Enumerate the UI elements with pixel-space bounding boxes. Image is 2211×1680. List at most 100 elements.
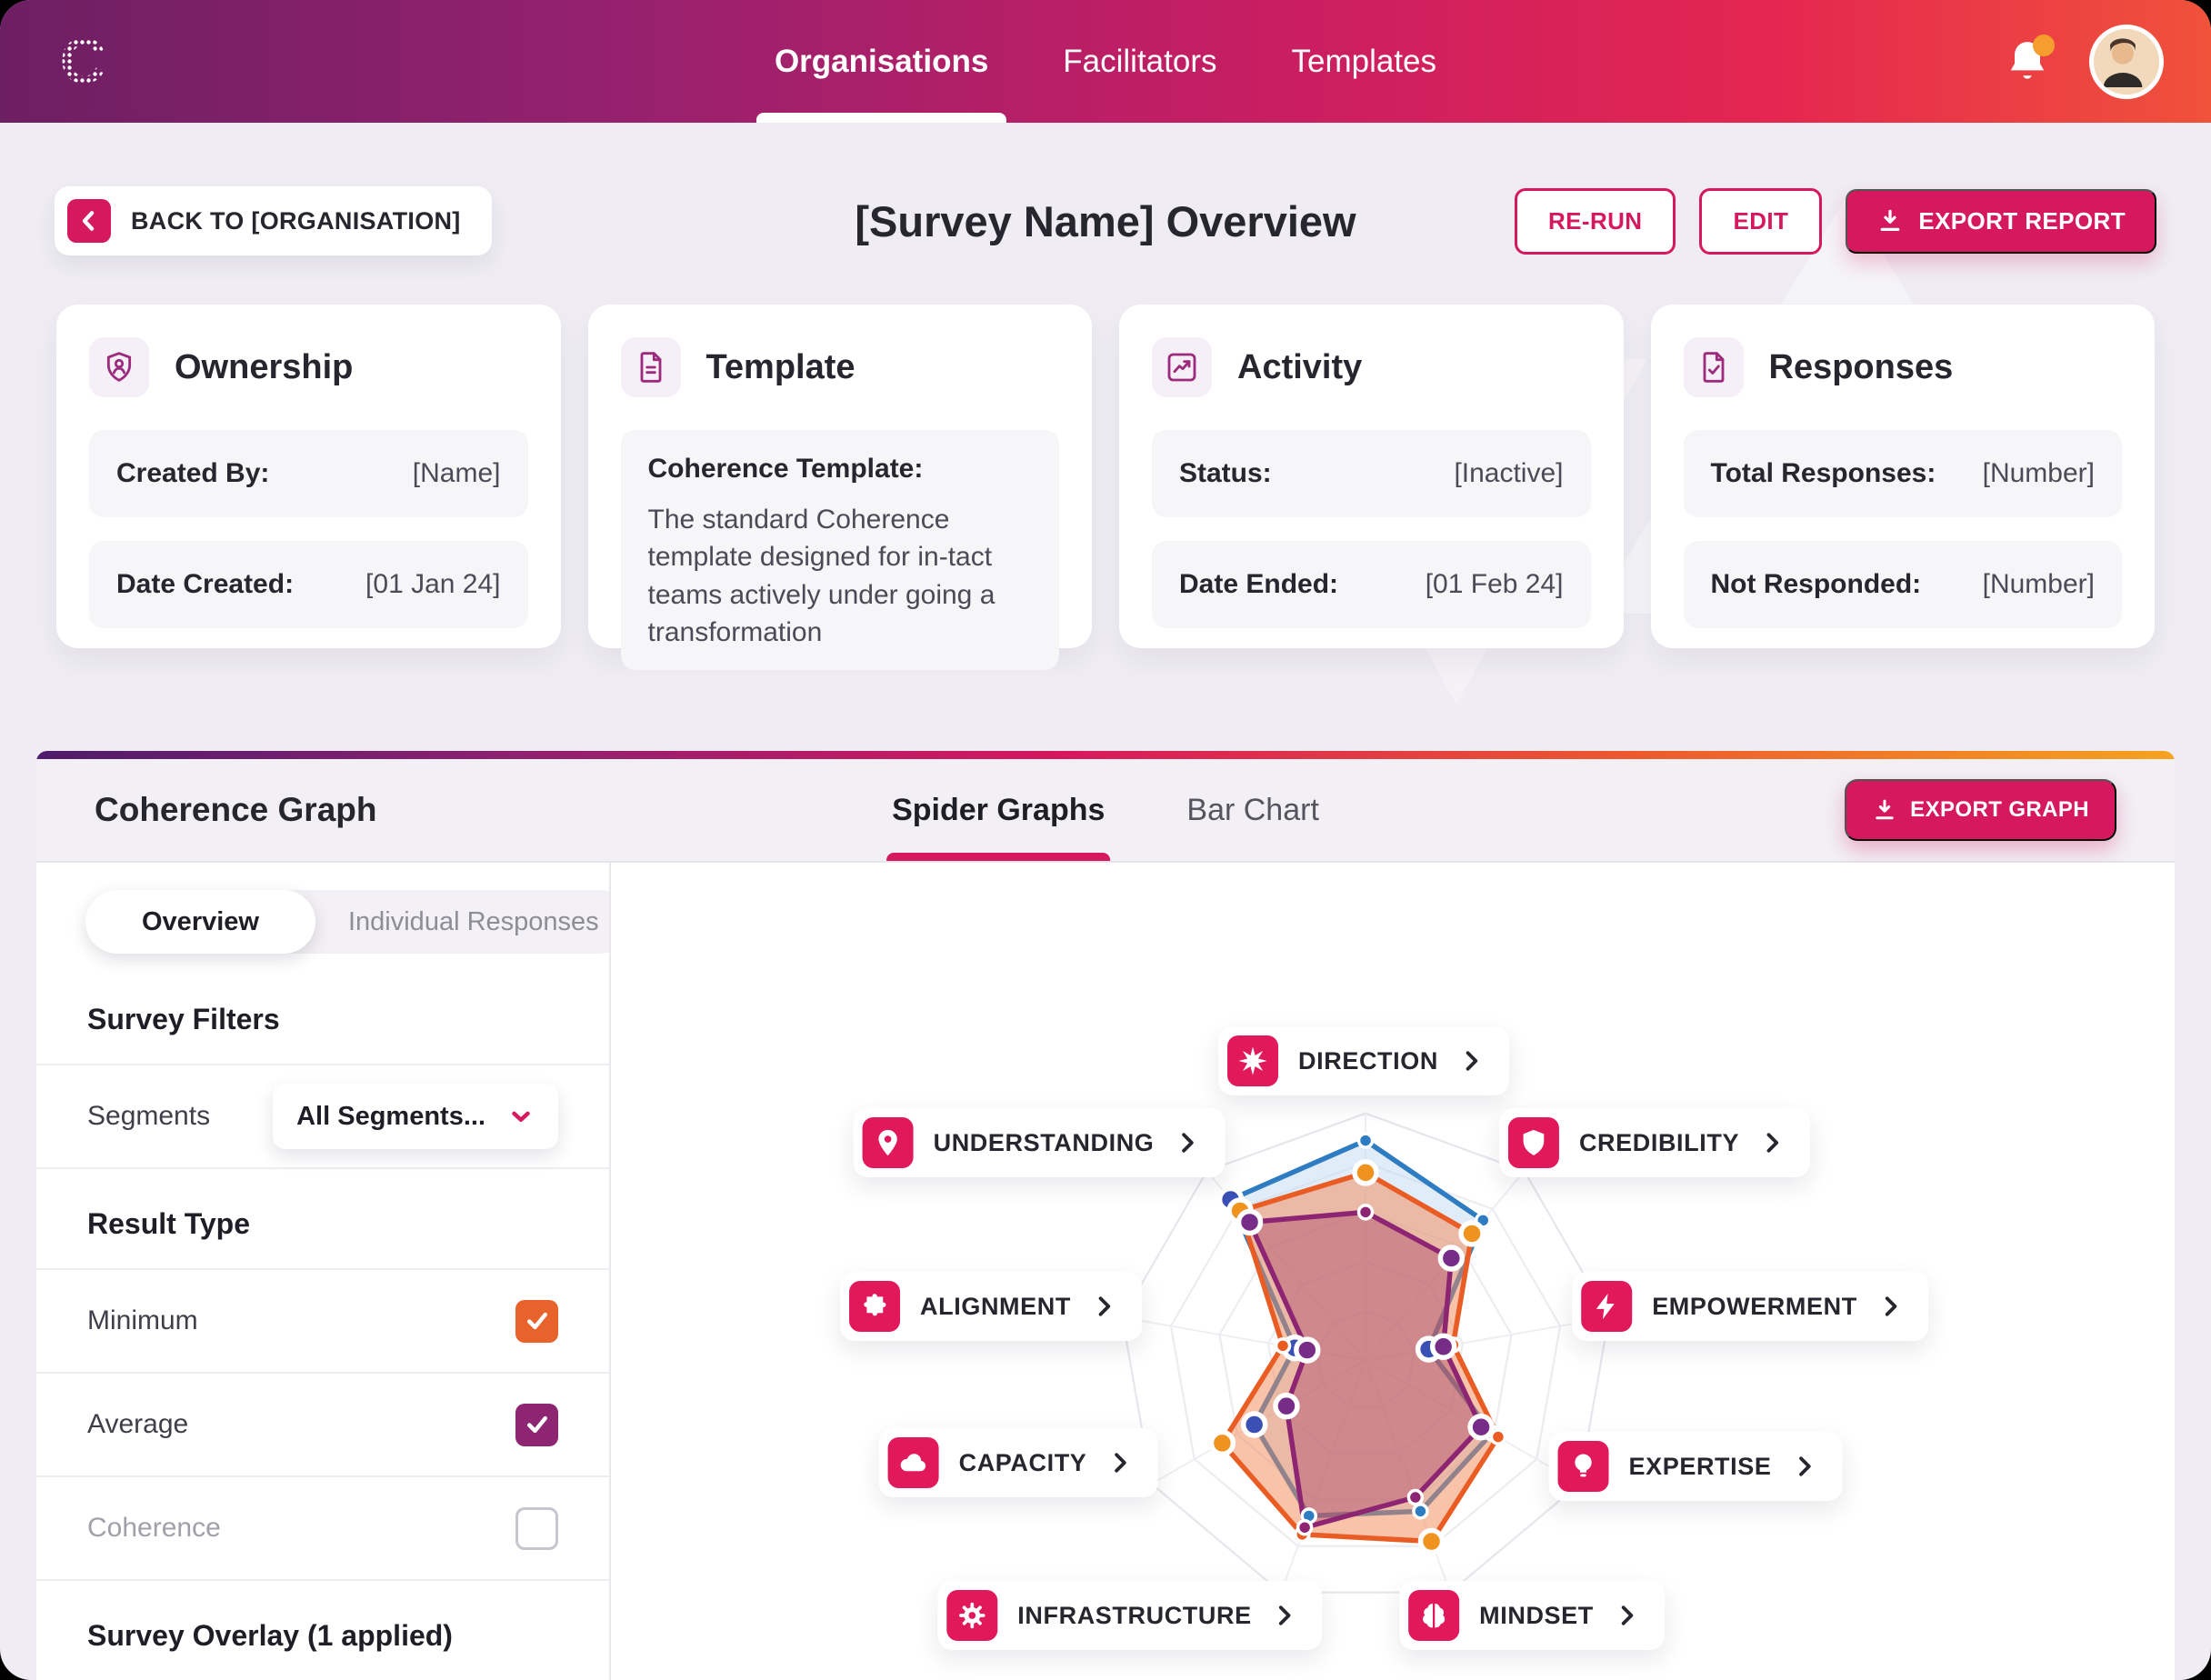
Average-checkbox[interactable] xyxy=(515,1403,558,1446)
card-field-row: Date Ended: [01 Feb 24] xyxy=(1152,541,1591,628)
nav-item-templates[interactable]: Templates xyxy=(1291,43,1437,79)
data-point[interactable] xyxy=(1274,1337,1292,1355)
card-title: Template xyxy=(705,347,855,386)
notifications-bell-button[interactable] xyxy=(2002,34,2055,87)
tab-spider-graphs[interactable]: Spider Graphs xyxy=(886,759,1111,861)
field-value: [01 Feb 24] xyxy=(1425,569,1564,599)
data-point[interactable] xyxy=(1412,1503,1429,1520)
data-point[interactable] xyxy=(1356,1204,1375,1221)
chevron-right-icon xyxy=(1791,1454,1816,1479)
lightbulb-icon xyxy=(1557,1441,1609,1492)
card-ownership: Ownership Created By: [Name] Date Created: [… xyxy=(56,305,561,648)
axis-label-mindset[interactable]: MINDSET xyxy=(1399,1581,1665,1650)
card-field-row: Total Responses: [Number] xyxy=(1683,430,2122,517)
field-label: Coherence Template: xyxy=(647,454,924,484)
segments-dropdown[interactable]: All Segments... xyxy=(273,1084,558,1149)
grid-ring xyxy=(1121,1112,1610,1594)
data-point[interactable] xyxy=(1429,1333,1457,1361)
data-point[interactable] xyxy=(1273,1392,1300,1420)
field-value: [Inactive] xyxy=(1454,458,1564,488)
axis-label-empowerment[interactable]: EMPOWERMENT xyxy=(1572,1272,1928,1341)
rerun-button[interactable]: RE-RUN xyxy=(1514,187,1676,255)
axis-label-text: ALIGNMENT xyxy=(920,1292,1071,1320)
data-point[interactable] xyxy=(1458,1220,1486,1247)
data-point[interactable] xyxy=(1296,1518,1314,1536)
edit-button[interactable]: EDIT xyxy=(1699,187,1823,255)
data-point[interactable] xyxy=(1437,1245,1466,1272)
Minimum-checkbox[interactable] xyxy=(515,1299,558,1343)
tab-bar-chart[interactable]: Bar Chart xyxy=(1186,792,1319,827)
data-point[interactable] xyxy=(1356,1132,1375,1149)
card-responses: Responses Total Responses: [Number] Not Res… xyxy=(1650,305,2155,648)
axis-label-infrastructure[interactable]: INFRASTRUCTURE xyxy=(937,1581,1323,1650)
card-field-row: Not Responded: [Number] xyxy=(1683,541,2122,628)
sidebar-heading: Result Type xyxy=(36,1167,609,1268)
notification-badge xyxy=(2033,34,2055,56)
sidebar-row-label: Segments xyxy=(87,1101,211,1131)
dotted-c-logo-icon: C xyxy=(60,26,106,96)
field-value: The standard Coherence template designed… xyxy=(647,505,995,648)
sidebar-row-minimum: Minimum xyxy=(36,1268,609,1372)
field-value: [Number] xyxy=(1982,458,2095,488)
axis-label-text: DIRECTION xyxy=(1298,1046,1438,1075)
field-label: Created By: xyxy=(116,458,270,488)
axis-label-expertise[interactable]: EXPERTISE xyxy=(1548,1432,1843,1501)
coherence-graph-panel: Coherence Graph Spider Graphs Bar Chart E… xyxy=(36,751,2175,1680)
chart-up-icon xyxy=(1152,337,1212,397)
axis-label-understanding[interactable]: UNDERSTANDING xyxy=(853,1108,1226,1177)
export-report-button[interactable]: EXPORT REPORT xyxy=(1846,188,2156,254)
sidebar-heading: Survey Filters xyxy=(87,1003,280,1035)
graph-tabs: Spider Graphs Bar Chart xyxy=(886,759,1325,861)
header-row: BACK TO [ORGANISATION] [Survey Name] Ove… xyxy=(55,181,2156,261)
coherence-logo[interactable]: C xyxy=(47,26,118,97)
axis-label-text: EMPOWERMENT xyxy=(1652,1292,1857,1320)
view-toggle-individual-responses[interactable]: Individual Responses xyxy=(347,906,599,936)
axis-label-text: EXPERTISE xyxy=(1628,1452,1772,1480)
card-field-row: Status: [Inactive] xyxy=(1152,430,1591,517)
axis-label-text: CREDIBILITY xyxy=(1578,1128,1740,1156)
nav-right xyxy=(2002,24,2164,99)
document-check-icon xyxy=(1683,337,1744,397)
card-template: Template Coherence Template: The standard … xyxy=(587,305,1092,670)
nav-item-facilitators[interactable]: Facilitators xyxy=(1063,43,1217,79)
card-header: Ownership xyxy=(89,337,528,397)
data-point[interactable] xyxy=(1236,1208,1264,1236)
data-point[interactable] xyxy=(1208,1429,1236,1457)
axis-label-alignment[interactable]: ALIGNMENT xyxy=(840,1272,1142,1341)
data-point[interactable] xyxy=(1294,1336,1321,1364)
card-header: Template xyxy=(620,337,1060,397)
view-toggle-overview[interactable]: Overview xyxy=(85,890,315,954)
chevron-right-icon xyxy=(1272,1603,1297,1628)
sidebar-row-label: Average xyxy=(87,1409,189,1439)
back-to-organisation-button[interactable]: BACK TO [ORGANISATION] xyxy=(55,186,492,255)
dropdown-value: All Segments... xyxy=(296,1101,485,1131)
user-avatar[interactable] xyxy=(2089,24,2164,99)
data-point[interactable] xyxy=(1417,1527,1446,1555)
top-nav: C Organisations Facilitators Templates xyxy=(0,0,2211,123)
starburst-icon xyxy=(1227,1035,1279,1086)
export-graph-button[interactable]: EXPORT GRAPH xyxy=(1845,779,2116,841)
card-activity: Activity Status: [Inactive] Date Ended: [01 … xyxy=(1119,305,1624,648)
series-average xyxy=(1246,1209,1484,1530)
data-point[interactable] xyxy=(1467,1414,1495,1441)
axis-label-capacity[interactable]: CAPACITY xyxy=(878,1428,1158,1497)
nav-items: Organisations Facilitators Templates xyxy=(755,0,1442,123)
data-point[interactable] xyxy=(1406,1488,1425,1506)
grid-ring xyxy=(1169,1161,1562,1547)
data-point[interactable] xyxy=(1489,1428,1507,1445)
gradient-divider xyxy=(36,751,2175,759)
view-toggle: Overview Individual Responses xyxy=(85,890,609,954)
chevron-right-icon xyxy=(1106,1450,1132,1475)
axis-label-credibility[interactable]: CREDIBILITY xyxy=(1498,1108,1811,1177)
axis-label-direction[interactable]: DIRECTION xyxy=(1218,1026,1509,1095)
nav-item-organisations[interactable]: Organisations xyxy=(755,0,1007,123)
sidebar-heading: Survey Overlay (1 applied) xyxy=(36,1579,609,1680)
field-value: [01 Jan 24] xyxy=(365,569,501,599)
data-point[interactable] xyxy=(1352,1159,1379,1186)
Coherence-checkbox[interactable] xyxy=(515,1506,558,1550)
graph-panel-header: Coherence Graph Spider Graphs Bar Chart E… xyxy=(36,759,2175,863)
spider-chart-area: DIRECTION CREDIBILITY EMPOWERMENT EXPERTISE… xyxy=(611,863,2175,1680)
graph-panel-title: Coherence Graph xyxy=(95,791,377,828)
data-point[interactable] xyxy=(1240,1411,1268,1438)
